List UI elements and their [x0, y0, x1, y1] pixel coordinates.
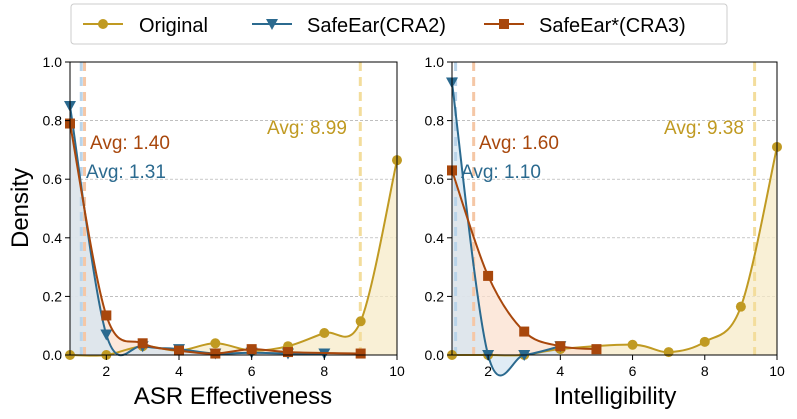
legend-entry-original: Original [83, 15, 208, 37]
data-point-cra3 [210, 348, 221, 359]
x-tick-label: 10 [769, 363, 785, 379]
y-tick-label: 0.6 [425, 171, 445, 187]
y-tick-label: 0.8 [43, 113, 63, 129]
data-point-cra3 [555, 341, 566, 352]
legend: Original SafeEar(CRA2) SafeEar*(CRA3) [70, 3, 728, 45]
avg-label-cra2-asr: Avg: 1.31 [86, 162, 166, 183]
x-tick-label: 2 [484, 363, 492, 379]
data-point-original [699, 336, 710, 347]
y-tick-label: 0.4 [425, 230, 445, 246]
data-point-cra3 [483, 270, 494, 281]
data-point-cra3 [591, 344, 602, 355]
x-tick-label: 6 [248, 363, 256, 379]
data-point-cra3 [246, 344, 257, 355]
plot-frame [69, 61, 398, 356]
data-point-original [210, 338, 221, 349]
avg-label-original-intel: Avg: 9.38 [664, 118, 744, 139]
legend-label-original: Original [139, 15, 208, 37]
data-point-original [735, 301, 746, 312]
x-tick-label: 2 [102, 363, 110, 379]
avg-label-cra3-intel: Avg: 1.60 [479, 133, 559, 154]
density-fill-original [452, 147, 777, 356]
x-axis-label-intelligibility: Intelligibility [554, 383, 677, 410]
x-tick-label: 4 [175, 363, 183, 379]
y-tick-label: 1.0 [425, 54, 445, 70]
y-tick-label: 0.6 [43, 171, 63, 187]
density-fill-cra2 [452, 82, 561, 376]
y-tick-label: 0.2 [43, 288, 63, 304]
legend-box [70, 3, 728, 45]
data-point-cra3 [283, 347, 293, 358]
legend-marker-cra3 [499, 19, 509, 29]
x-tick-label: 4 [556, 363, 564, 379]
x-tick-label: 6 [629, 363, 637, 379]
data-point-original [355, 316, 366, 327]
data-point-original [663, 347, 674, 358]
density-fill-cra2 [70, 106, 325, 356]
x-tick-label: 8 [701, 363, 709, 379]
series-line-original [69, 159, 398, 357]
plot-frame [451, 61, 778, 356]
data-point-cra3 [174, 345, 184, 356]
legend-marker-cra2 [266, 19, 278, 30]
y-tick-label: 1.0 [43, 54, 63, 70]
x-tick-label: 10 [389, 363, 405, 379]
data-point-cra3 [101, 310, 112, 321]
y-tick-label: 0.0 [43, 347, 63, 363]
panel-intelligibility: Intelligibility 0.0 0.2 0.4 0.6 0.8 1.0 2 4 6 8 10… [425, 54, 785, 410]
series-line-cra3 [69, 123, 361, 355]
legend-label-cra3: SafeEar*(CRA3) [539, 15, 686, 37]
avg-label-cra3-asr: Avg: 1.40 [90, 133, 170, 154]
data-point-cra2 [318, 348, 331, 360]
density-fill-cra3 [70, 123, 361, 355]
y-tick-label: 0.0 [425, 347, 445, 363]
y-tick-label: 0.4 [43, 230, 63, 246]
x-axis-label-asr: ASR Effectiveness [134, 383, 332, 410]
avg-label-original-asr: Avg: 8.99 [267, 118, 347, 139]
y-axis-label: Density [7, 168, 34, 248]
panel-asr-effectiveness: Density ASR Effectiveness 0.0 0.2 0.4 0.6 0.… [7, 54, 405, 410]
avg-label-cra2-intel: Avg: 1.10 [461, 162, 541, 183]
data-point-cra3 [137, 338, 148, 349]
legend-entry-cra3: SafeEar*(CRA3) [484, 15, 686, 37]
legend-label-cra2: SafeEar(CRA2) [307, 15, 446, 37]
data-point-original [627, 339, 638, 350]
density-fill-original [70, 160, 397, 356]
x-tick-label: 8 [320, 363, 328, 379]
data-point-original [319, 328, 330, 339]
series-line-cra2 [451, 82, 561, 377]
y-tick-label: 0.2 [425, 288, 445, 304]
y-tick-label: 0.8 [425, 113, 445, 129]
legend-marker-original [98, 19, 108, 29]
density-fill-cra3 [452, 170, 597, 355]
data-point-cra3 [519, 326, 530, 337]
data-point-cra3 [355, 348, 366, 359]
legend-entry-cra2: SafeEar(CRA2) [252, 15, 446, 37]
data-point-cra2 [100, 329, 113, 341]
